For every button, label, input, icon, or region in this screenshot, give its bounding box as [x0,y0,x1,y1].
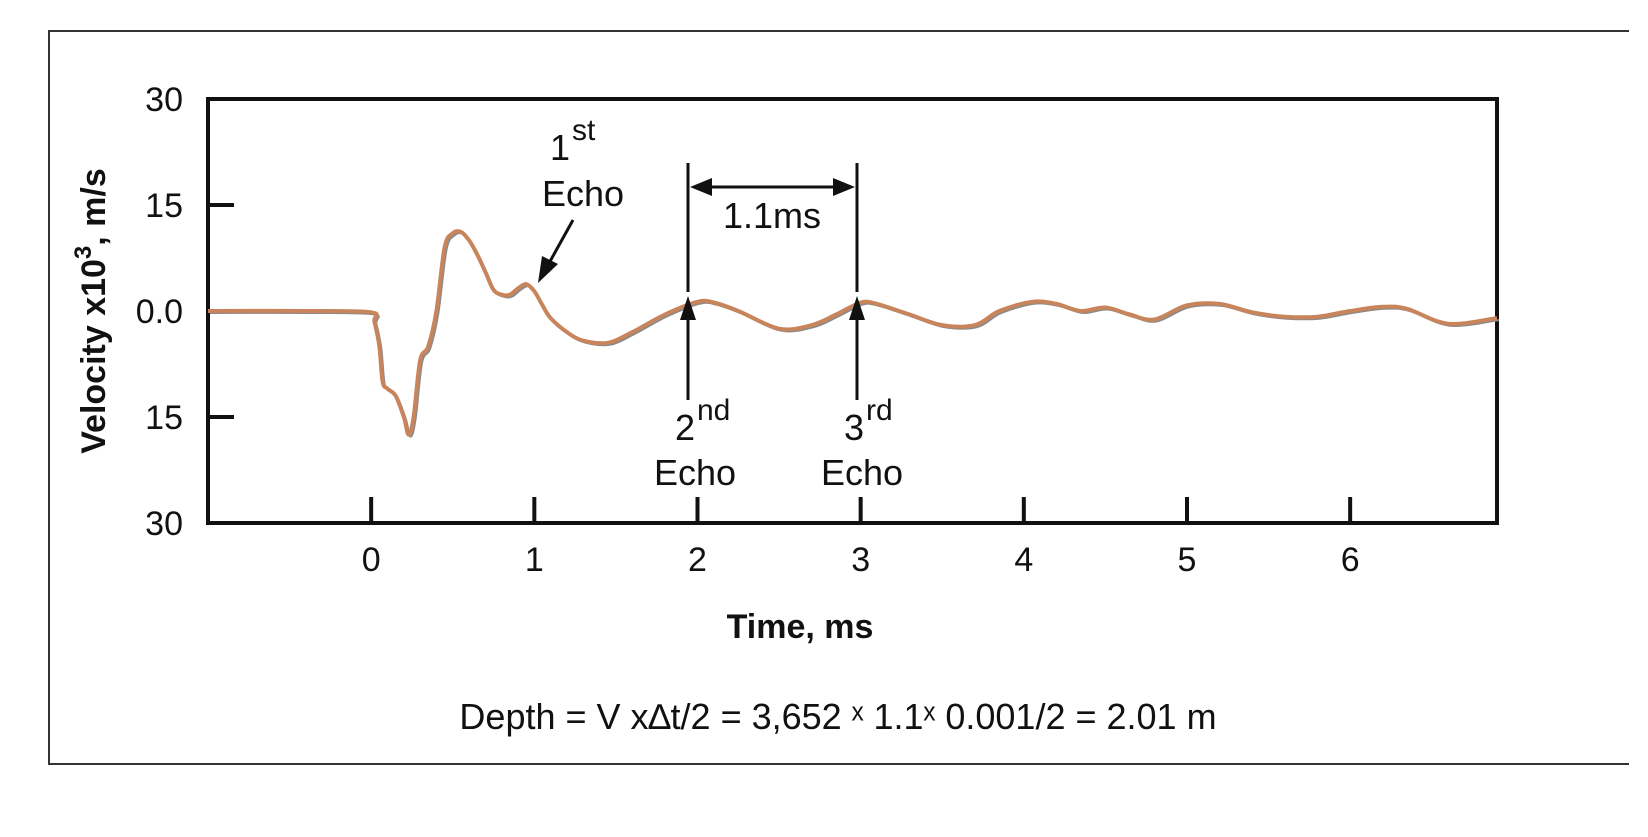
second-echo-word: Echo [654,452,736,493]
second-echo-arrowhead [680,296,696,320]
y-axis-title-main: Velocity x10 [75,259,113,454]
third-echo-word: Echo [821,452,903,493]
x-tick-label: 6 [1341,541,1360,579]
y-tick-label: 15 [145,399,183,437]
first-echo-arrow-shaft [546,219,575,266]
velocity-trace [207,229,1498,437]
first-echo-label: 1 [550,127,570,168]
velocity-trace-shadow [209,232,1500,438]
third-echo-ordinal: 3 [844,407,864,448]
x-tick-label: 2 [688,541,707,579]
second-echo-ordinal: 2 [675,407,695,448]
y-tick-label: 15 [145,187,183,225]
svg-text:Velocity x103, m/s: Velocity x103, m/s [70,168,113,454]
x-tick-label: 5 [1178,541,1197,579]
figure-frame [48,30,1629,765]
third-echo-arrowhead [849,296,865,320]
interval-arrowhead-left [690,178,712,196]
x-axis-ticks: 0 1 2 3 4 5 6 [362,497,1360,579]
x-tick-label: 0 [362,541,381,579]
interval-label: 1.1ms [723,195,821,236]
y-axis-title: Velocity x103, m/s [70,168,113,454]
first-echo-word: Echo [542,173,624,214]
first-echo-arrowhead [538,256,558,283]
y-tick-label: 30 [145,81,183,119]
interval-arrowhead-right [833,178,855,196]
y-tick-label: 0.0 [136,293,183,331]
second-echo-suffix: nd [697,394,730,427]
x-tick-label: 3 [851,541,870,579]
x-axis-title: Time, ms [727,608,874,646]
x-tick-label: 1 [525,541,544,579]
depth-formula: Depth = V x∆t/2 = 3,652 ˣ 1.1ˣ 0.001/2 =… [459,696,1216,737]
x-tick-label: 4 [1014,541,1033,579]
y-axis-title-unit: , m/s [75,168,113,245]
y-axis-title-sup: 3 [70,246,97,259]
first-echo-suffix: st [572,114,596,147]
y-tick-label: 30 [145,505,183,543]
third-echo-suffix: rd [866,394,893,427]
